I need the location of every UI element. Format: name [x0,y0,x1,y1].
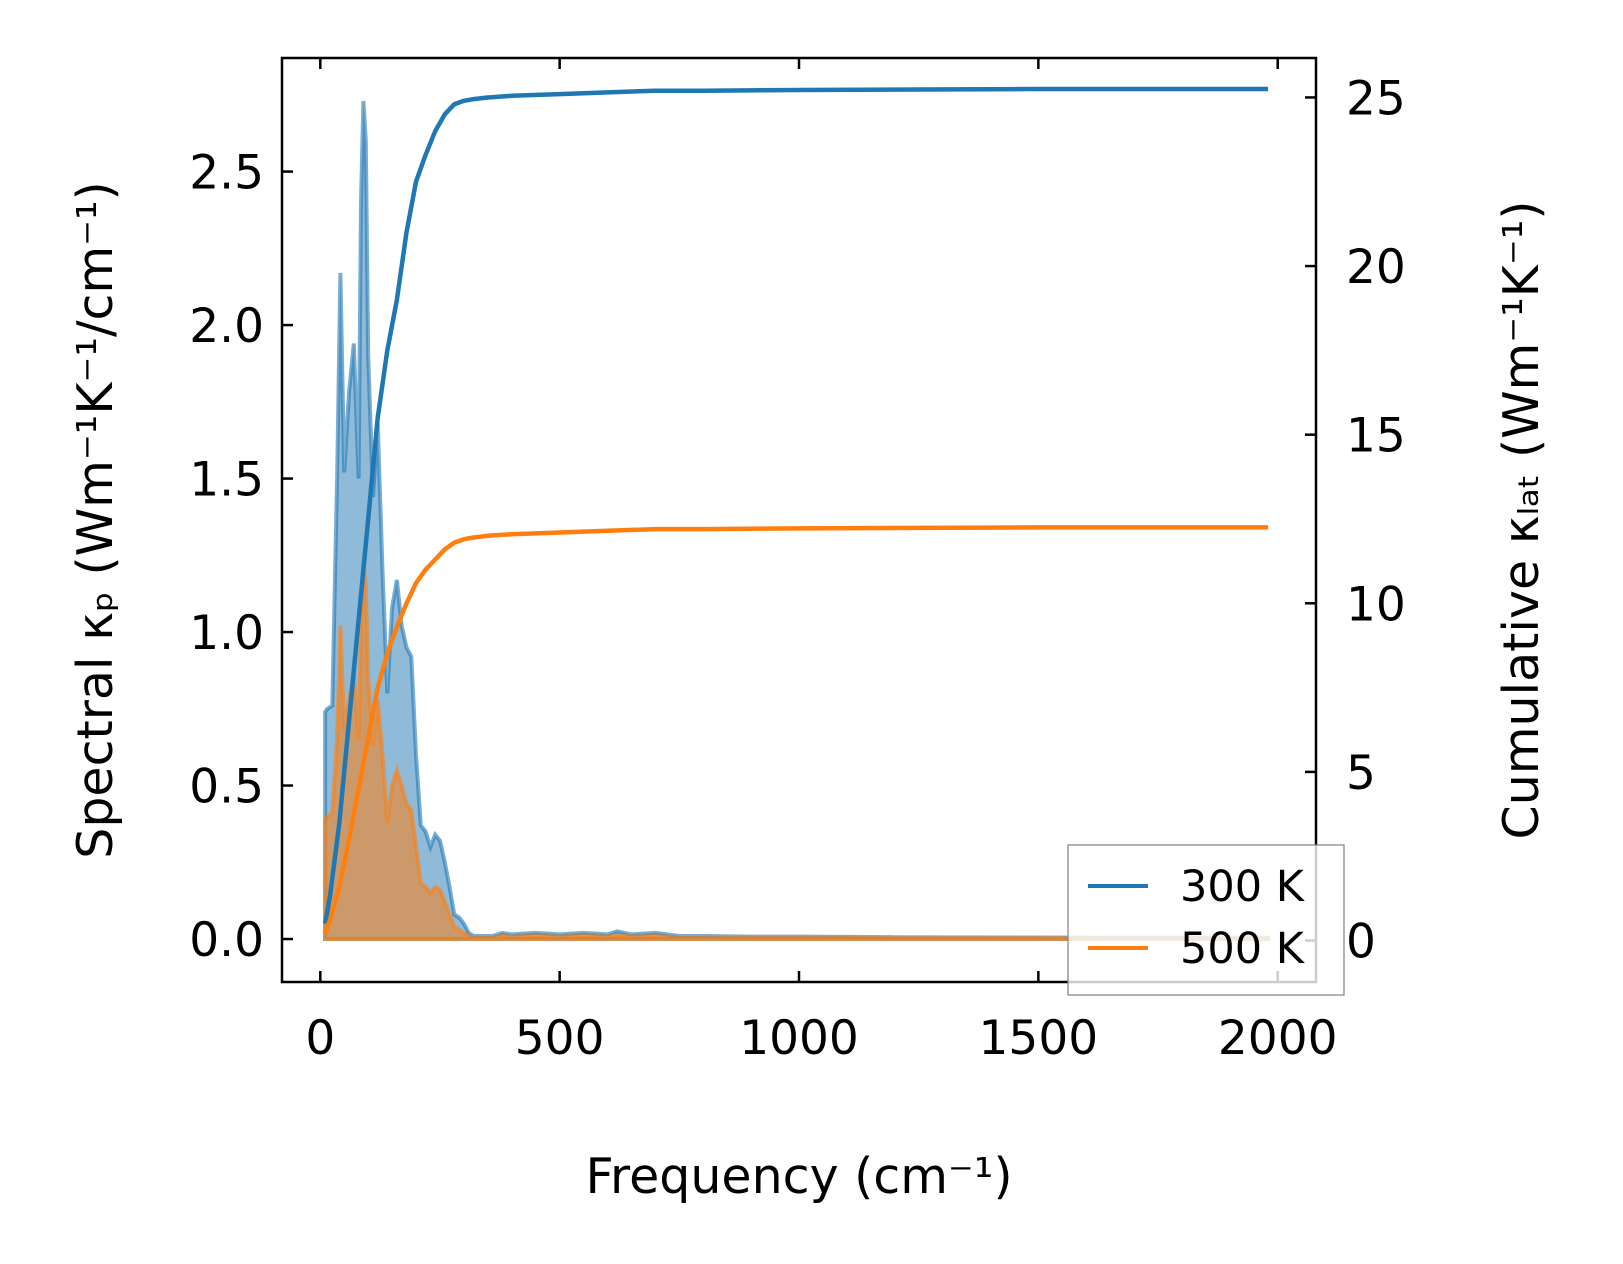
y-right-axis-label: Cumulative κₗₐₜ (Wm⁻¹K⁻¹) [1493,200,1550,839]
y-right-tick-label: 25 [1346,71,1406,126]
x-tick-label: 1500 [979,1011,1099,1066]
legend: 300 K 500 K [1067,844,1345,996]
cumulative-layer [322,86,1269,935]
spectral-layer [323,100,1271,941]
y-left-tick-label: 2.5 [189,146,264,201]
y-right-tick-label: 0 [1346,915,1376,970]
y-right-tick-label: 15 [1346,409,1406,464]
spectral-area-300k [323,100,1271,941]
legend-label-500k: 500 K [1180,924,1306,974]
y-left-tick-label: 0.5 [189,760,264,815]
y-left-tick-label: 0.0 [189,913,264,968]
spectral-area-500k [323,561,1271,941]
x-axis-label: Frequency (cm⁻¹) [585,1148,1012,1205]
x-tick-label: 0 [305,1011,335,1066]
y-right-tick-label: 5 [1346,746,1376,801]
legend-label-300k: 300 K [1180,862,1306,912]
cumulative-line-500k [322,525,1269,935]
x-tick-label: 500 [515,1011,605,1066]
cumulative-line-300k [322,86,1269,925]
y-left-tick-label: 1.0 [189,606,264,661]
legend-box [1067,844,1345,996]
x-tick-label: 2000 [1218,1011,1338,1066]
y-left-tick-label: 2.0 [189,299,264,354]
ticks-layer: 0 500 1000 1500 2000 0.0 0.5 1.0 1.5 2.0 2.5 0 5 10 15… [189,58,1406,1066]
x-tick-label: 1000 [739,1011,859,1066]
y-left-axis-label: Spectral κₚ (Wm⁻¹K⁻¹/cm⁻¹) [67,181,124,859]
y-right-tick-label: 10 [1346,577,1406,632]
y-left-tick-label: 1.5 [189,453,264,508]
y-right-tick-label: 20 [1346,240,1406,295]
